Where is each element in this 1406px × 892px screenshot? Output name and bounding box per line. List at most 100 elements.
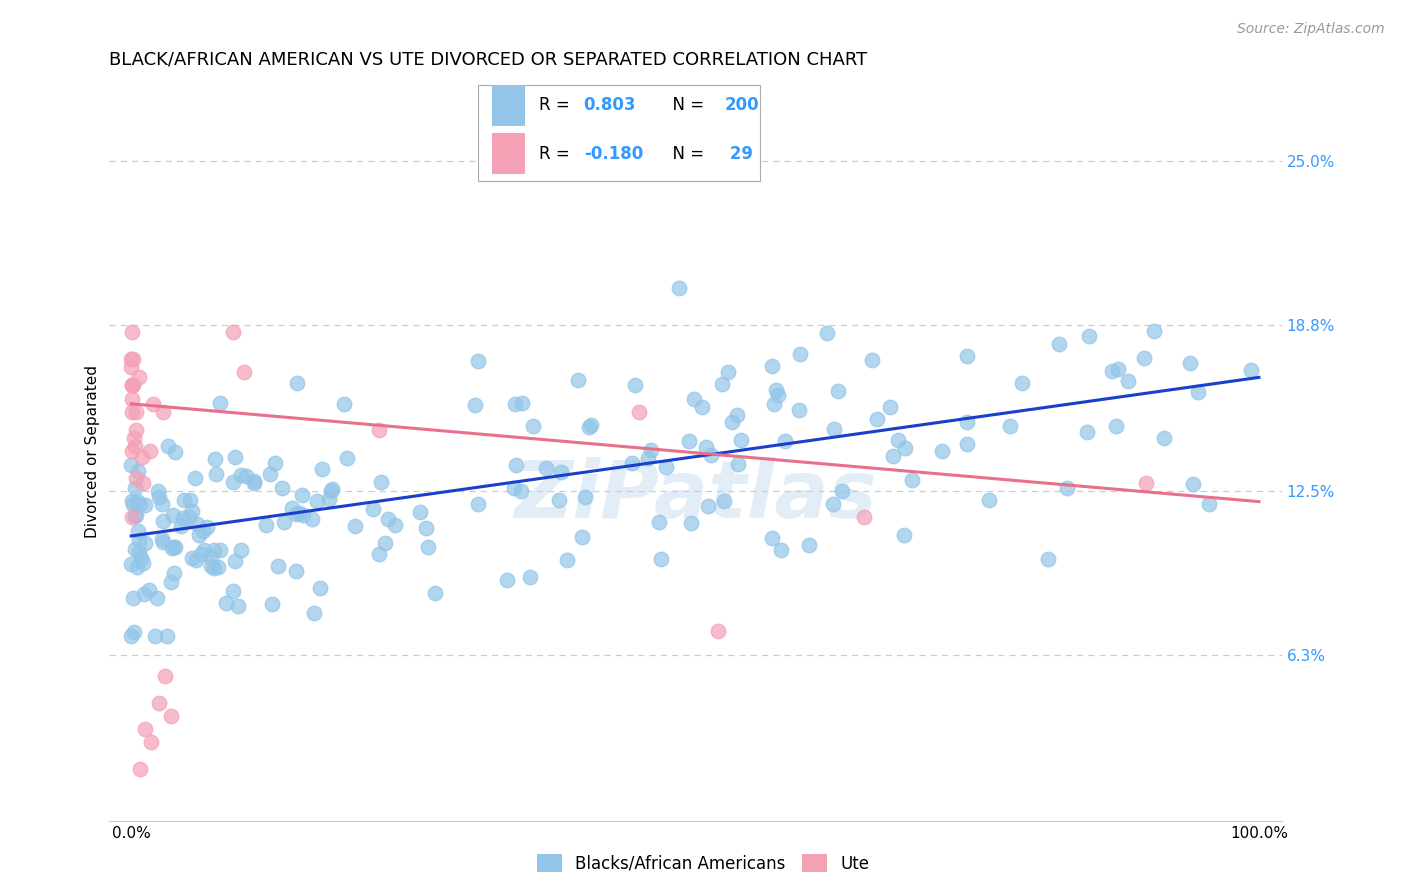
Point — [221, 326, 243, 340]
Point — [180, 550, 202, 565]
Point — [190, 547, 212, 561]
Point — [193, 543, 215, 558]
Point — [270, 482, 292, 496]
Point — [281, 500, 304, 515]
Point — [163, 566, 186, 581]
Text: 0.803: 0.803 — [583, 96, 636, 114]
Point — [361, 502, 384, 516]
Point — [1047, 336, 1070, 351]
Point — [977, 492, 1000, 507]
Text: 29: 29 — [724, 145, 754, 162]
Point — [204, 451, 226, 466]
Text: BLACK/AFRICAN AMERICAN VS UTE DIVORCED OR SEPARATED CORRELATION CHART: BLACK/AFRICAN AMERICAN VS UTE DIVORCED O… — [108, 51, 868, 69]
Point — [125, 508, 148, 522]
Point — [160, 541, 183, 555]
Point — [202, 542, 225, 557]
Bar — [492, 133, 524, 174]
Text: Source: ZipAtlas.com: Source: ZipAtlas.com — [1237, 22, 1385, 37]
Point — [522, 419, 544, 434]
Point — [648, 515, 671, 529]
Point — [321, 483, 343, 497]
Text: R =: R = — [538, 145, 575, 162]
Point — [343, 519, 366, 533]
Point — [1107, 361, 1129, 376]
Point — [620, 456, 643, 470]
Point — [162, 508, 184, 522]
Point — [496, 574, 519, 588]
Point — [775, 434, 797, 448]
Point — [377, 512, 399, 526]
Point — [124, 431, 146, 445]
Point — [128, 370, 150, 384]
Point — [128, 545, 150, 559]
Point — [159, 708, 181, 723]
Point — [173, 511, 195, 525]
Point — [1187, 385, 1209, 400]
Point — [285, 376, 308, 390]
Point — [1198, 497, 1220, 511]
Point — [181, 504, 204, 518]
Text: N =: N = — [662, 145, 710, 162]
Point — [1135, 476, 1157, 491]
Point — [557, 553, 579, 567]
Point — [156, 629, 179, 643]
Point — [730, 433, 752, 447]
Point — [120, 351, 142, 366]
Point — [534, 461, 557, 475]
Point — [956, 437, 979, 451]
Point — [264, 456, 287, 470]
Point — [224, 450, 246, 465]
Point — [860, 353, 883, 368]
Point — [683, 392, 706, 406]
Point — [157, 439, 180, 453]
Point — [134, 722, 156, 736]
Text: ZiPatlas: ZiPatlas — [513, 457, 876, 535]
Point — [692, 400, 714, 414]
Point — [150, 497, 173, 511]
Point — [228, 599, 250, 613]
Point — [367, 548, 389, 562]
Point — [766, 387, 789, 401]
Point — [138, 582, 160, 597]
Point — [699, 448, 721, 462]
Point — [637, 450, 659, 465]
Point — [233, 365, 256, 379]
Text: 200: 200 — [724, 96, 759, 114]
Point — [467, 354, 489, 368]
Point — [209, 396, 232, 410]
Point — [678, 434, 700, 448]
Point — [224, 554, 246, 568]
Point — [195, 520, 218, 534]
Point — [131, 450, 153, 464]
Point — [202, 561, 225, 575]
Point — [853, 510, 876, 524]
Point — [132, 587, 155, 601]
Point — [187, 528, 209, 542]
Point — [139, 444, 162, 458]
Point — [1105, 418, 1128, 433]
Point — [464, 398, 486, 412]
Point — [121, 392, 143, 406]
Point — [696, 499, 718, 513]
Point — [578, 419, 600, 434]
Point — [284, 564, 307, 578]
Point — [152, 405, 174, 419]
Point — [262, 597, 284, 611]
Point — [827, 384, 849, 398]
Point — [318, 491, 340, 506]
Point — [229, 467, 252, 482]
Point — [519, 570, 541, 584]
Point — [336, 450, 359, 465]
Point — [1076, 425, 1098, 439]
Point — [143, 629, 166, 643]
Point — [467, 497, 489, 511]
Point — [1101, 364, 1123, 378]
Point — [887, 433, 910, 447]
Point — [956, 415, 979, 429]
Point — [150, 532, 173, 546]
Point — [231, 543, 253, 558]
Point — [695, 440, 717, 454]
Point — [423, 586, 446, 600]
Point — [170, 519, 193, 533]
Point — [655, 460, 678, 475]
